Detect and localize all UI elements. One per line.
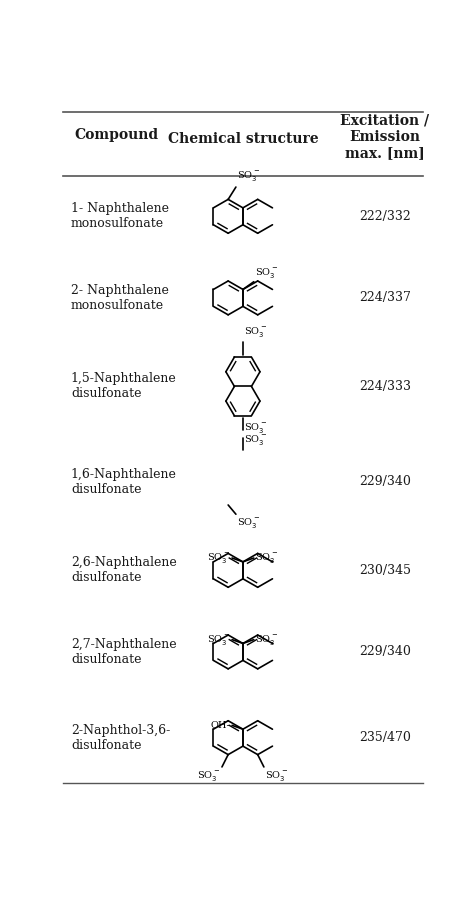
Text: SO$_3^-$: SO$_3^-$ bbox=[245, 421, 267, 435]
Text: SO$_3^-$: SO$_3^-$ bbox=[255, 266, 278, 280]
Text: 224/337: 224/337 bbox=[359, 292, 410, 304]
Text: 2,7-Naphthalene
disulfonate: 2,7-Naphthalene disulfonate bbox=[71, 638, 176, 666]
Text: SO$_3^-$: SO$_3^-$ bbox=[237, 169, 261, 183]
Text: 1- Naphthalene
monosulfonate: 1- Naphthalene monosulfonate bbox=[71, 202, 169, 230]
Text: SO$_3^-$: SO$_3^-$ bbox=[245, 325, 267, 339]
Text: 235/470: 235/470 bbox=[359, 731, 410, 744]
Text: 2,6-Naphthalene
disulfonate: 2,6-Naphthalene disulfonate bbox=[71, 557, 177, 585]
Text: Excitation /
Emission
max. [nm]: Excitation / Emission max. [nm] bbox=[340, 114, 429, 160]
Text: SO$_3^-$: SO$_3^-$ bbox=[245, 434, 267, 447]
Text: SO$_3^-$: SO$_3^-$ bbox=[208, 551, 230, 565]
Text: SO$_3^-$: SO$_3^-$ bbox=[197, 770, 220, 783]
Text: 230/345: 230/345 bbox=[359, 564, 411, 577]
Text: Chemical structure: Chemical structure bbox=[168, 132, 318, 145]
Text: SO$_3^-$: SO$_3^-$ bbox=[265, 770, 289, 783]
Text: SO$_3^-$: SO$_3^-$ bbox=[255, 551, 278, 565]
Text: 229/340: 229/340 bbox=[359, 646, 410, 658]
Text: Compound: Compound bbox=[75, 128, 159, 142]
Text: 2-Naphthol-3,6-
disulfonate: 2-Naphthol-3,6- disulfonate bbox=[71, 724, 170, 752]
Text: SO$_3^-$: SO$_3^-$ bbox=[208, 632, 230, 647]
Text: 222/332: 222/332 bbox=[359, 210, 410, 223]
Text: 1,6-Naphthalene
disulfonate: 1,6-Naphthalene disulfonate bbox=[71, 468, 177, 496]
Text: 2- Naphthalene
monosulfonate: 2- Naphthalene monosulfonate bbox=[71, 284, 169, 312]
Text: 224/333: 224/333 bbox=[359, 380, 411, 393]
Text: OH-: OH- bbox=[211, 721, 230, 730]
Text: SO$_3^-$: SO$_3^-$ bbox=[255, 632, 278, 647]
Text: 1,5-Naphthalene
disulfonate: 1,5-Naphthalene disulfonate bbox=[71, 373, 177, 401]
Text: 229/340: 229/340 bbox=[359, 475, 410, 489]
Text: SO$_3^-$: SO$_3^-$ bbox=[237, 515, 261, 530]
